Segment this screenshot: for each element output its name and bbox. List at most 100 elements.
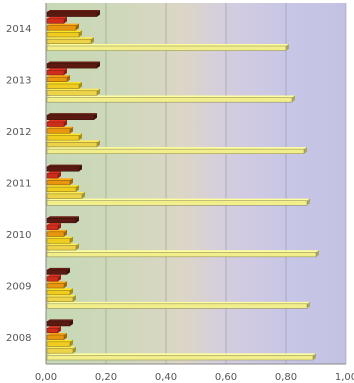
bar-side-face	[76, 243, 79, 251]
y-tick-label: 2009	[6, 282, 31, 293]
bar-front-face	[46, 90, 98, 96]
bar-top-face	[47, 16, 67, 19]
bar	[46, 147, 307, 154]
bar	[46, 229, 67, 237]
x-tick-label: 0,40	[155, 372, 177, 383]
bar-front-face	[46, 25, 77, 31]
bar-front-face	[46, 269, 68, 275]
bar	[46, 288, 73, 296]
bar	[46, 267, 70, 275]
bar-front-face	[46, 142, 98, 148]
bar	[46, 75, 70, 82]
bar-front-face	[46, 276, 59, 282]
x-tick-label: 1,00	[335, 372, 354, 383]
bar-top-face	[47, 288, 73, 291]
bar-side-face	[286, 43, 289, 51]
bar-front-face	[46, 355, 314, 361]
bar-top-face	[47, 185, 79, 188]
bar-side-face	[316, 250, 319, 257]
bar	[46, 164, 82, 172]
bar-side-face	[70, 319, 73, 326]
bar	[46, 236, 73, 244]
bar-front-face	[46, 334, 65, 340]
bar-front-face	[46, 76, 68, 82]
bar-front-face	[46, 200, 308, 206]
bar-side-face	[79, 133, 82, 141]
bar-front-face	[46, 166, 80, 172]
bar-side-face	[73, 295, 76, 302]
bar-top-face	[47, 198, 310, 201]
bars	[46, 9, 319, 361]
bar-top-face	[47, 243, 79, 246]
bar-front-face	[46, 218, 77, 224]
bar	[46, 68, 67, 76]
bar-front-face	[46, 148, 305, 154]
x-tick-label: 0,20	[95, 372, 117, 383]
bar-top-face	[47, 126, 73, 129]
bar-side-face	[97, 9, 100, 17]
bar-side-face	[313, 353, 316, 360]
bar-side-face	[79, 164, 82, 172]
y-tick-label: 2014	[6, 24, 31, 35]
y-tick-label: 2008	[6, 333, 31, 344]
bar	[46, 243, 79, 251]
bar	[46, 37, 94, 45]
bar-top-face	[47, 171, 61, 174]
bar-front-face	[46, 180, 71, 186]
y-tick-label: 2012	[6, 127, 31, 138]
bar-side-face	[58, 326, 61, 333]
y-tick-label: 2013	[6, 75, 31, 86]
bar-front-face	[46, 252, 317, 258]
bar-side-face	[64, 281, 67, 289]
bar-top-face	[47, 295, 76, 298]
bar-side-face	[67, 75, 70, 82]
bar-top-face	[47, 267, 70, 270]
bar-top-face	[47, 75, 70, 78]
bar	[46, 353, 316, 361]
bar-top-face	[47, 229, 67, 232]
bar	[46, 119, 67, 127]
bar-side-face	[58, 274, 61, 282]
bar-front-face	[46, 121, 65, 127]
bar-side-face	[64, 333, 67, 340]
y-tick-label: 2011	[6, 179, 31, 190]
bar	[46, 185, 79, 192]
bar-side-face	[91, 37, 94, 44]
bar-top-face	[47, 140, 100, 143]
x-tick-label: 0,60	[215, 372, 237, 383]
bar-front-face	[46, 238, 71, 244]
bar-top-face	[47, 333, 67, 335]
bar-front-face	[46, 70, 65, 76]
bar-top-face	[47, 353, 316, 356]
bar-side-face	[79, 30, 82, 37]
bar-side-face	[304, 147, 307, 154]
bar-front-face	[46, 327, 59, 334]
bar-side-face	[64, 229, 67, 237]
bar-side-face	[64, 119, 67, 127]
bar-top-face	[47, 191, 85, 194]
bar-front-face	[46, 11, 98, 17]
bar	[46, 198, 310, 206]
bar	[46, 133, 82, 141]
bar-front-face	[46, 283, 65, 289]
bar	[46, 30, 82, 38]
bar	[46, 81, 82, 89]
bar-side-face	[70, 126, 73, 134]
bar-side-face	[79, 81, 82, 89]
bar-top-face	[47, 339, 73, 342]
bar-side-face	[97, 61, 100, 69]
bar-front-face	[46, 303, 308, 309]
bar	[46, 178, 73, 186]
bar-top-face	[47, 281, 67, 284]
x-tick-labels: 0,00 0,20 0,40 0,60 0,80 1,00	[35, 372, 354, 383]
bar-front-face	[46, 289, 71, 296]
bar	[46, 216, 79, 224]
bar-side-face	[307, 198, 310, 206]
bar-top-face	[47, 61, 100, 64]
bar-front-face	[46, 32, 80, 38]
bar	[46, 326, 61, 334]
bar-front-face	[46, 97, 293, 103]
bar	[46, 295, 76, 302]
bar-front-face	[46, 321, 71, 327]
bar-side-face	[58, 223, 61, 230]
